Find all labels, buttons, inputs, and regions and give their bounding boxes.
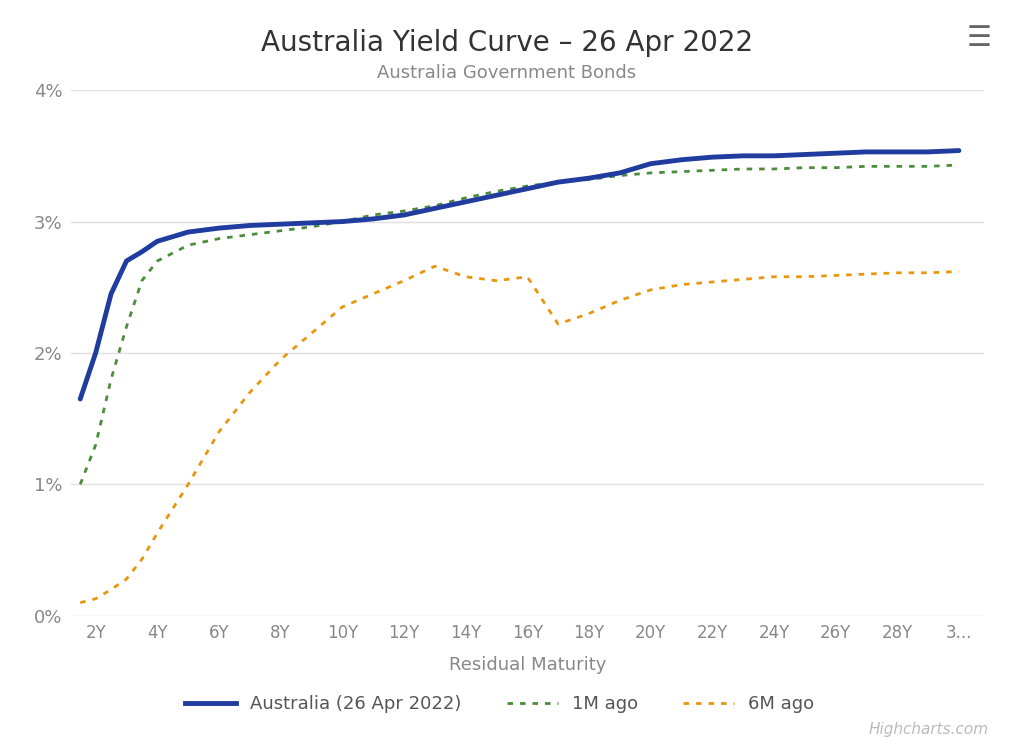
X-axis label: Residual Maturity: Residual Maturity	[448, 656, 606, 674]
Legend: Australia (26 Apr 2022), 1M ago, 6M ago: Australia (26 Apr 2022), 1M ago, 6M ago	[178, 688, 821, 720]
Text: Australia Government Bonds: Australia Government Bonds	[377, 64, 637, 82]
Text: ☰: ☰	[966, 24, 992, 52]
Text: Highcharts.com: Highcharts.com	[869, 722, 989, 737]
Text: Australia Yield Curve – 26 Apr 2022: Australia Yield Curve – 26 Apr 2022	[261, 29, 753, 56]
